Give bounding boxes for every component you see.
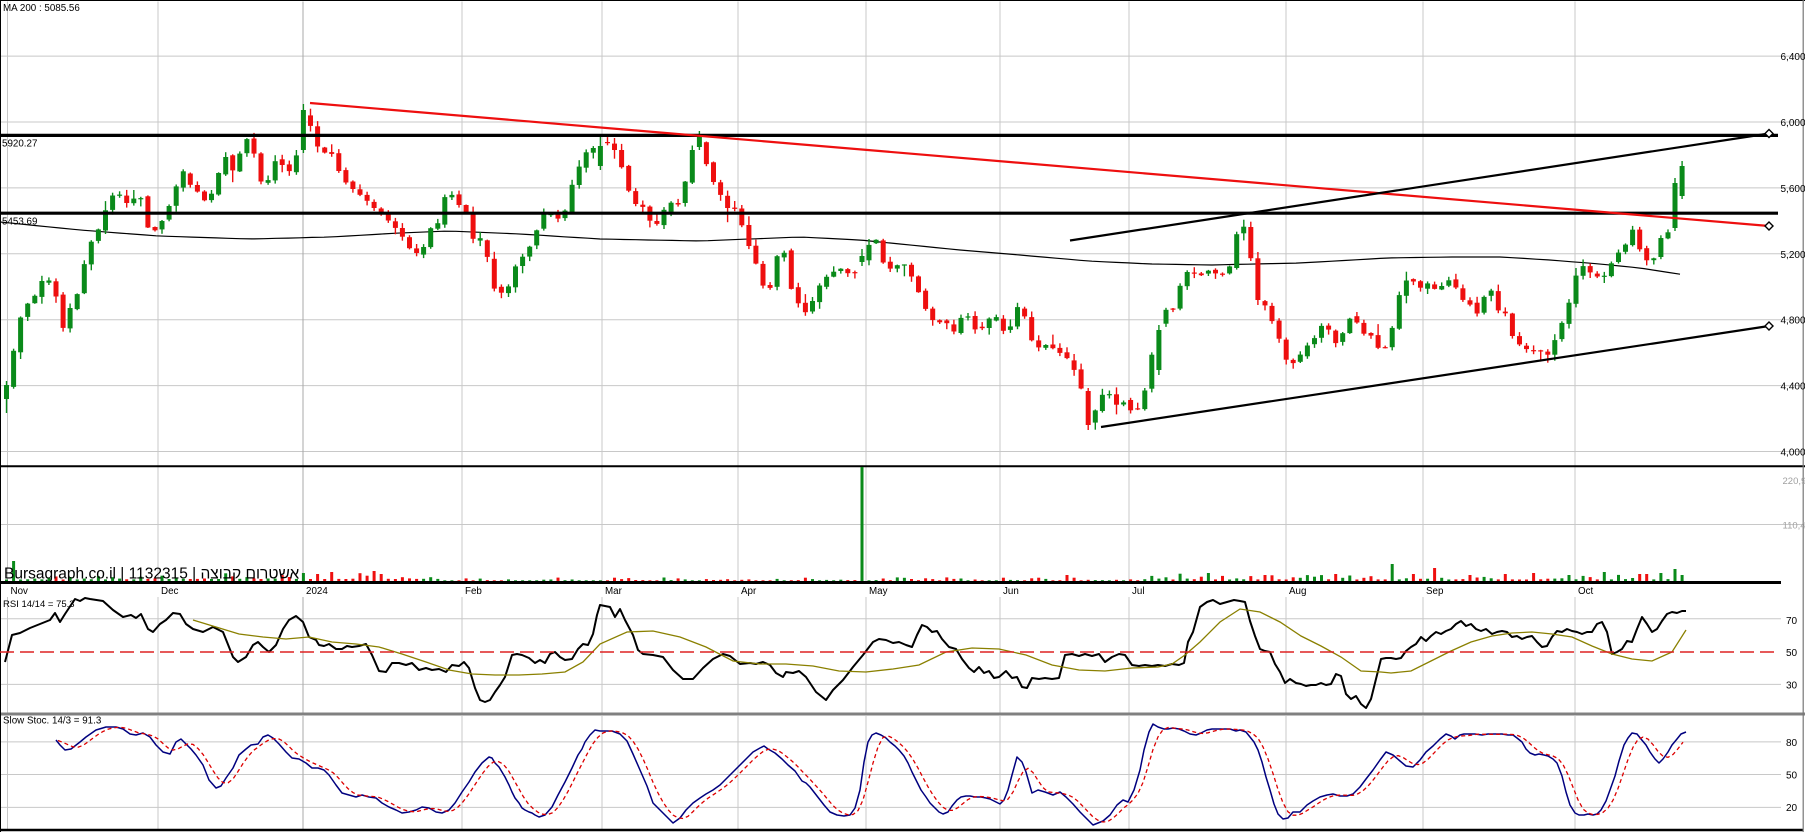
svg-text:5,600: 5,600 <box>1781 184 1805 195</box>
svg-text:2024: 2024 <box>306 586 328 597</box>
svg-text:Apr: Apr <box>741 586 757 597</box>
svg-text:5,200: 5,200 <box>1781 250 1805 261</box>
svg-text:5920.27: 5920.27 <box>2 139 37 150</box>
svg-text:Nov: Nov <box>11 586 29 597</box>
svg-text:4,400: 4,400 <box>1781 382 1805 393</box>
svg-text:70: 70 <box>1786 616 1798 627</box>
svg-text:Dec: Dec <box>161 586 179 597</box>
svg-text:May: May <box>869 586 888 597</box>
svg-text:Mar: Mar <box>605 586 623 597</box>
svg-text:6,400: 6,400 <box>1781 52 1805 63</box>
svg-text:Jun: Jun <box>1003 586 1019 597</box>
svg-text:110,4: 110,4 <box>1783 521 1805 532</box>
svg-text:6,000: 6,000 <box>1781 118 1805 129</box>
svg-text:Bursagraph.co.il | 1132315 | א: Bursagraph.co.il | 1132315 | אשטרום קבוצ… <box>4 566 299 583</box>
svg-text:5453.69: 5453.69 <box>2 217 37 228</box>
svg-text:Aug: Aug <box>1289 586 1306 597</box>
svg-text:50: 50 <box>1786 648 1798 659</box>
svg-text:4,800: 4,800 <box>1781 316 1805 327</box>
svg-text:MA 200 : 5085.56: MA 200 : 5085.56 <box>3 3 80 14</box>
svg-text:30: 30 <box>1786 681 1798 692</box>
svg-text:20: 20 <box>1786 803 1798 814</box>
svg-text:Feb: Feb <box>465 586 482 597</box>
svg-text:Slow Stoc. 14/3 = 91.3: Slow Stoc. 14/3 = 91.3 <box>3 716 102 727</box>
svg-text:220,9: 220,9 <box>1783 476 1805 487</box>
svg-text:50: 50 <box>1786 771 1798 782</box>
svg-text:4,000: 4,000 <box>1781 448 1805 459</box>
svg-text:Sep: Sep <box>1426 586 1444 597</box>
svg-text:RSI 14/14 = 75.3: RSI 14/14 = 75.3 <box>3 599 75 610</box>
svg-text:Jul: Jul <box>1132 586 1145 597</box>
svg-text:80: 80 <box>1786 738 1798 749</box>
svg-text:Oct: Oct <box>1578 586 1594 597</box>
